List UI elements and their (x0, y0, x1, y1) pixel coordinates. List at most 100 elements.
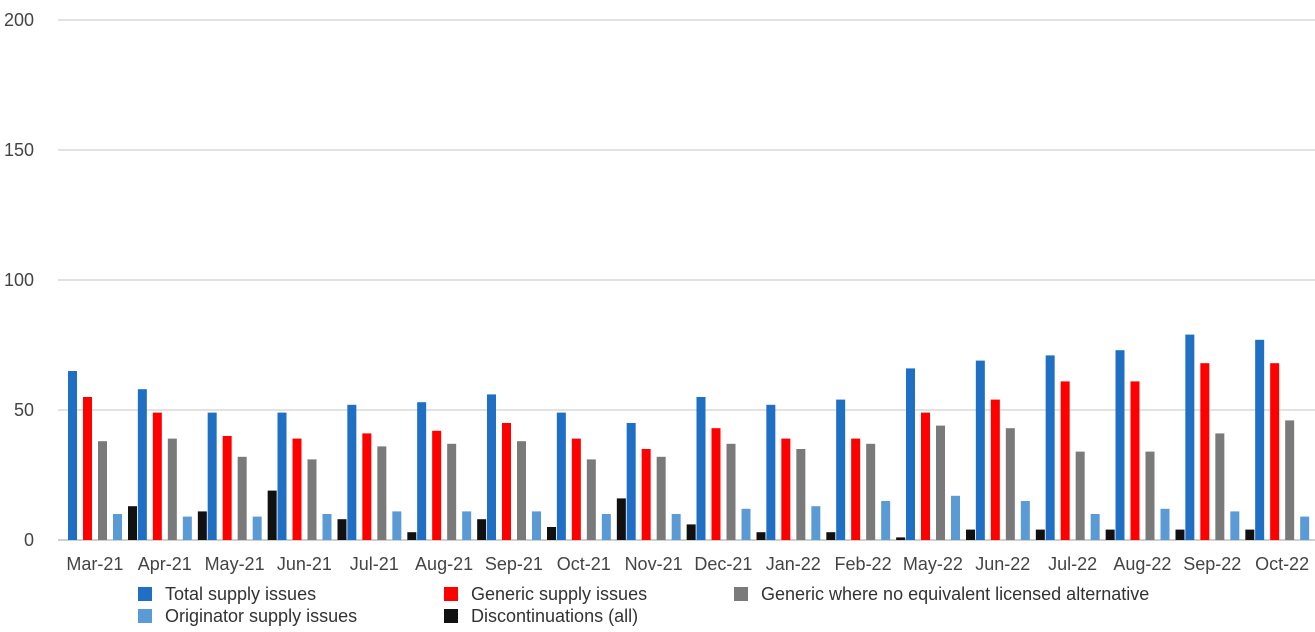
bar (826, 532, 836, 540)
bar (1185, 334, 1195, 540)
bar (307, 459, 317, 540)
bar (711, 428, 721, 540)
bar (207, 412, 217, 540)
bar (1245, 529, 1255, 540)
bar (1175, 529, 1185, 540)
bar (1115, 350, 1125, 540)
bar (1105, 529, 1115, 540)
bar (1090, 514, 1100, 540)
x-tick-label: Apr-21 (138, 554, 192, 574)
bar (851, 438, 861, 540)
bar (796, 449, 806, 540)
y-axis-tick-labels: 0 50 100 150 200 (4, 10, 34, 550)
x-tick-label: Jan-22 (766, 554, 821, 574)
y-tick-label: 100 (4, 270, 34, 290)
bar (197, 511, 207, 540)
x-tick-label: Aug-22 (1113, 554, 1171, 574)
bar (571, 438, 581, 540)
bar (696, 397, 706, 540)
x-tick-label: May-21 (205, 554, 265, 574)
x-tick-label: Jun-22 (975, 554, 1030, 574)
bar (547, 527, 556, 540)
bar (128, 506, 137, 540)
bar (362, 433, 372, 540)
bar (1285, 420, 1295, 540)
bar (921, 412, 930, 540)
bars (68, 334, 1310, 540)
x-axis-tick-labels: Mar-21 Apr-21 May-21 Jun-21 Jul-21 Aug-21 Sep-… (66, 554, 1309, 574)
bar (951, 495, 960, 540)
legend-label: Discontinuations (all) (471, 606, 638, 626)
x-tick-label: Sep-21 (485, 554, 543, 574)
bar (347, 404, 357, 540)
bar (586, 459, 596, 540)
bar (671, 514, 681, 540)
bar (532, 511, 541, 540)
bar (906, 368, 915, 540)
bar (462, 511, 472, 540)
legend-item: Discontinuations (all) (444, 606, 638, 626)
legend: Total supply issues Generic supply issues… (138, 584, 1149, 626)
bar (1005, 428, 1015, 540)
bar (337, 519, 347, 540)
bar (1270, 363, 1280, 540)
bar (990, 399, 1000, 540)
bar (781, 438, 791, 540)
x-tick-label: Jul-22 (1048, 554, 1097, 574)
bar (407, 532, 417, 540)
x-tick-label: Sep-22 (1183, 554, 1241, 574)
bar (756, 532, 766, 540)
bar (641, 449, 651, 540)
bar (1200, 363, 1210, 540)
bar (152, 412, 162, 540)
legend-item: Total supply issues (138, 584, 316, 604)
x-tick-label: Mar-21 (66, 554, 123, 574)
bar (182, 516, 192, 540)
bar (517, 441, 526, 540)
legend-item: Originator supply issues (138, 606, 357, 626)
bar (237, 456, 247, 540)
bar (392, 511, 402, 540)
bar (487, 394, 496, 540)
bar (1160, 508, 1170, 540)
bar (167, 438, 177, 540)
x-tick-label: Feb-22 (835, 554, 892, 574)
x-tick-label: Nov-21 (625, 554, 683, 574)
bar (1075, 451, 1085, 540)
bar (656, 456, 666, 540)
bar (447, 443, 457, 540)
bar (975, 360, 985, 540)
bar (98, 441, 107, 540)
bar (267, 490, 277, 540)
bar (1255, 339, 1265, 540)
bar (113, 514, 122, 540)
bar (1045, 355, 1055, 540)
bar (432, 430, 442, 540)
bar (811, 506, 821, 540)
bar (626, 423, 636, 540)
legend-item: Generic where no equivalent licensed alt… (734, 584, 1149, 604)
bar (1215, 433, 1225, 540)
bar (222, 436, 232, 540)
legend-label: Total supply issues (165, 584, 316, 604)
bar (1130, 381, 1140, 540)
legend-label: Generic supply issues (471, 584, 647, 604)
bar (1020, 501, 1030, 540)
bar (936, 425, 945, 540)
bar (1035, 529, 1045, 540)
y-tick-label: 150 (4, 140, 34, 160)
bar (1060, 381, 1070, 540)
bar (836, 399, 846, 540)
legend-label: Generic where no equivalent licensed alt… (761, 584, 1149, 604)
bar (377, 446, 387, 540)
gridlines (58, 19, 1315, 541)
bar (277, 412, 287, 540)
x-tick-label: Oct-22 (1255, 554, 1309, 574)
bar (252, 516, 262, 540)
bar (137, 389, 147, 540)
legend-item: Generic supply issues (444, 584, 647, 604)
x-tick-label: Dec-21 (694, 554, 752, 574)
bar (1145, 451, 1155, 540)
legend-swatch (444, 587, 458, 601)
